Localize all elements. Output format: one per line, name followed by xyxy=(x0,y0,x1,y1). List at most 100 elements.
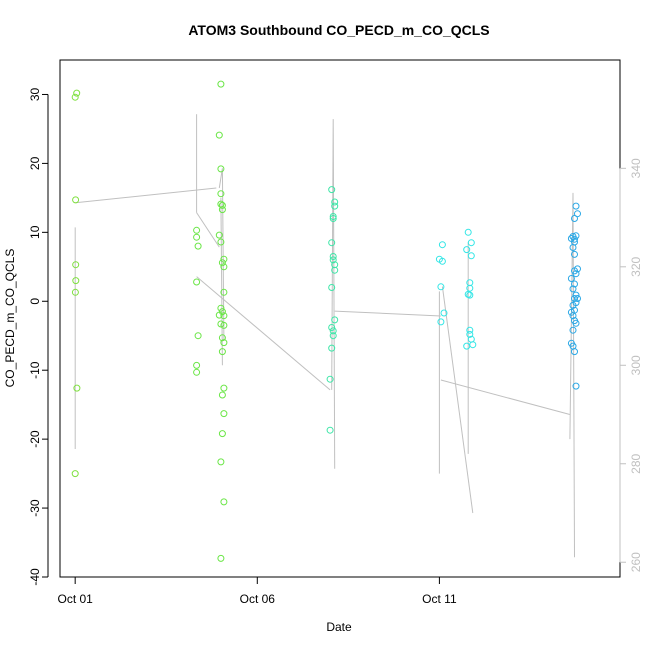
line-segment xyxy=(441,286,474,514)
data-point xyxy=(569,312,577,320)
line-segment xyxy=(440,379,571,415)
data-point xyxy=(71,470,79,478)
data-point xyxy=(571,280,578,288)
data-point xyxy=(73,384,81,392)
line-segment xyxy=(220,197,223,366)
data-point xyxy=(220,312,228,320)
data-point xyxy=(193,278,201,286)
data-point xyxy=(193,361,201,369)
data-point xyxy=(71,93,79,101)
data-point xyxy=(217,304,225,312)
data-point xyxy=(217,238,225,246)
data-point xyxy=(571,235,578,243)
data-point xyxy=(331,266,339,274)
y-tick-label: 20 xyxy=(28,156,42,170)
y2-tick-label: 300 xyxy=(629,355,643,375)
data-point xyxy=(466,284,474,292)
data-point xyxy=(218,391,226,399)
data-point xyxy=(73,89,81,97)
data-point xyxy=(218,201,226,209)
data-point xyxy=(218,430,226,438)
data-point xyxy=(571,348,578,356)
data-point xyxy=(438,257,446,265)
data-point xyxy=(464,228,472,236)
line-segment xyxy=(218,168,225,341)
plot-frame xyxy=(59,59,621,578)
data-point xyxy=(329,256,337,264)
y2-tick-label: 260 xyxy=(629,552,643,572)
x-axis-label: Date xyxy=(326,620,352,634)
data-point xyxy=(328,344,336,352)
chart-title: ATOM3 Southbound CO_PECD_m_CO_QCLS xyxy=(188,22,489,38)
data-point xyxy=(328,186,336,194)
data-point xyxy=(572,291,580,299)
data-point xyxy=(331,198,339,206)
data-point xyxy=(466,330,474,338)
data-point xyxy=(329,332,337,340)
data-point xyxy=(220,263,228,271)
line-segment xyxy=(196,212,220,248)
data-point xyxy=(220,288,228,296)
y-tick-label: -40 xyxy=(28,568,42,586)
data-point xyxy=(217,80,225,88)
data-point xyxy=(326,426,334,434)
y-tick-label: -10 xyxy=(28,361,42,379)
y-tick-label: -30 xyxy=(28,499,42,517)
data-point xyxy=(467,252,475,260)
line-segment xyxy=(331,119,336,469)
data-point xyxy=(438,241,446,249)
data-point xyxy=(218,348,226,356)
data-point xyxy=(571,250,578,258)
data-point xyxy=(194,332,202,340)
data-point xyxy=(218,206,226,214)
data-point xyxy=(567,308,575,316)
points-layer xyxy=(71,80,581,562)
y-tick-label: 0 xyxy=(28,298,42,305)
line-segment xyxy=(196,276,331,391)
x-tick-label: Oct 01 xyxy=(57,592,93,606)
data-point xyxy=(328,239,336,247)
data-point xyxy=(217,458,225,466)
data-point xyxy=(215,131,223,139)
data-point xyxy=(194,242,202,250)
data-point xyxy=(329,253,337,260)
data-point xyxy=(567,275,575,282)
y2-tick-label: 340 xyxy=(629,158,643,178)
data-point xyxy=(217,554,225,562)
data-point xyxy=(574,295,581,302)
data-point xyxy=(193,368,201,376)
line-segment xyxy=(75,187,217,204)
x-axis: Oct 01 Oct 06 Oct 11 xyxy=(57,576,457,606)
data-point xyxy=(328,284,336,291)
line-segment xyxy=(569,192,575,558)
data-point xyxy=(440,309,448,317)
data-point xyxy=(329,213,337,220)
data-point xyxy=(466,326,474,334)
data-point xyxy=(571,215,578,222)
data-point xyxy=(329,215,337,222)
line-series xyxy=(74,114,575,558)
data-point xyxy=(217,190,225,198)
y-tick-label: -20 xyxy=(28,430,42,448)
data-point xyxy=(328,324,336,331)
data-point xyxy=(572,319,580,327)
data-point xyxy=(466,291,474,299)
data-point xyxy=(72,277,80,285)
data-point xyxy=(193,226,201,234)
data-point xyxy=(463,342,471,350)
data-point xyxy=(71,288,79,296)
y-axis: -40 -30 -20 -10 0 10 20 30 xyxy=(28,88,49,586)
data-point xyxy=(572,270,580,278)
data-point xyxy=(571,295,578,302)
data-point xyxy=(217,165,225,173)
y-axis-label: CO_PECD_m_CO_QCLS xyxy=(3,249,17,388)
data-point xyxy=(220,255,228,263)
data-point xyxy=(572,382,580,390)
data-point xyxy=(215,231,223,239)
data-point xyxy=(220,498,228,506)
data-point xyxy=(326,375,334,383)
data-point xyxy=(72,261,80,269)
data-point xyxy=(218,334,226,342)
data-point xyxy=(220,321,228,329)
